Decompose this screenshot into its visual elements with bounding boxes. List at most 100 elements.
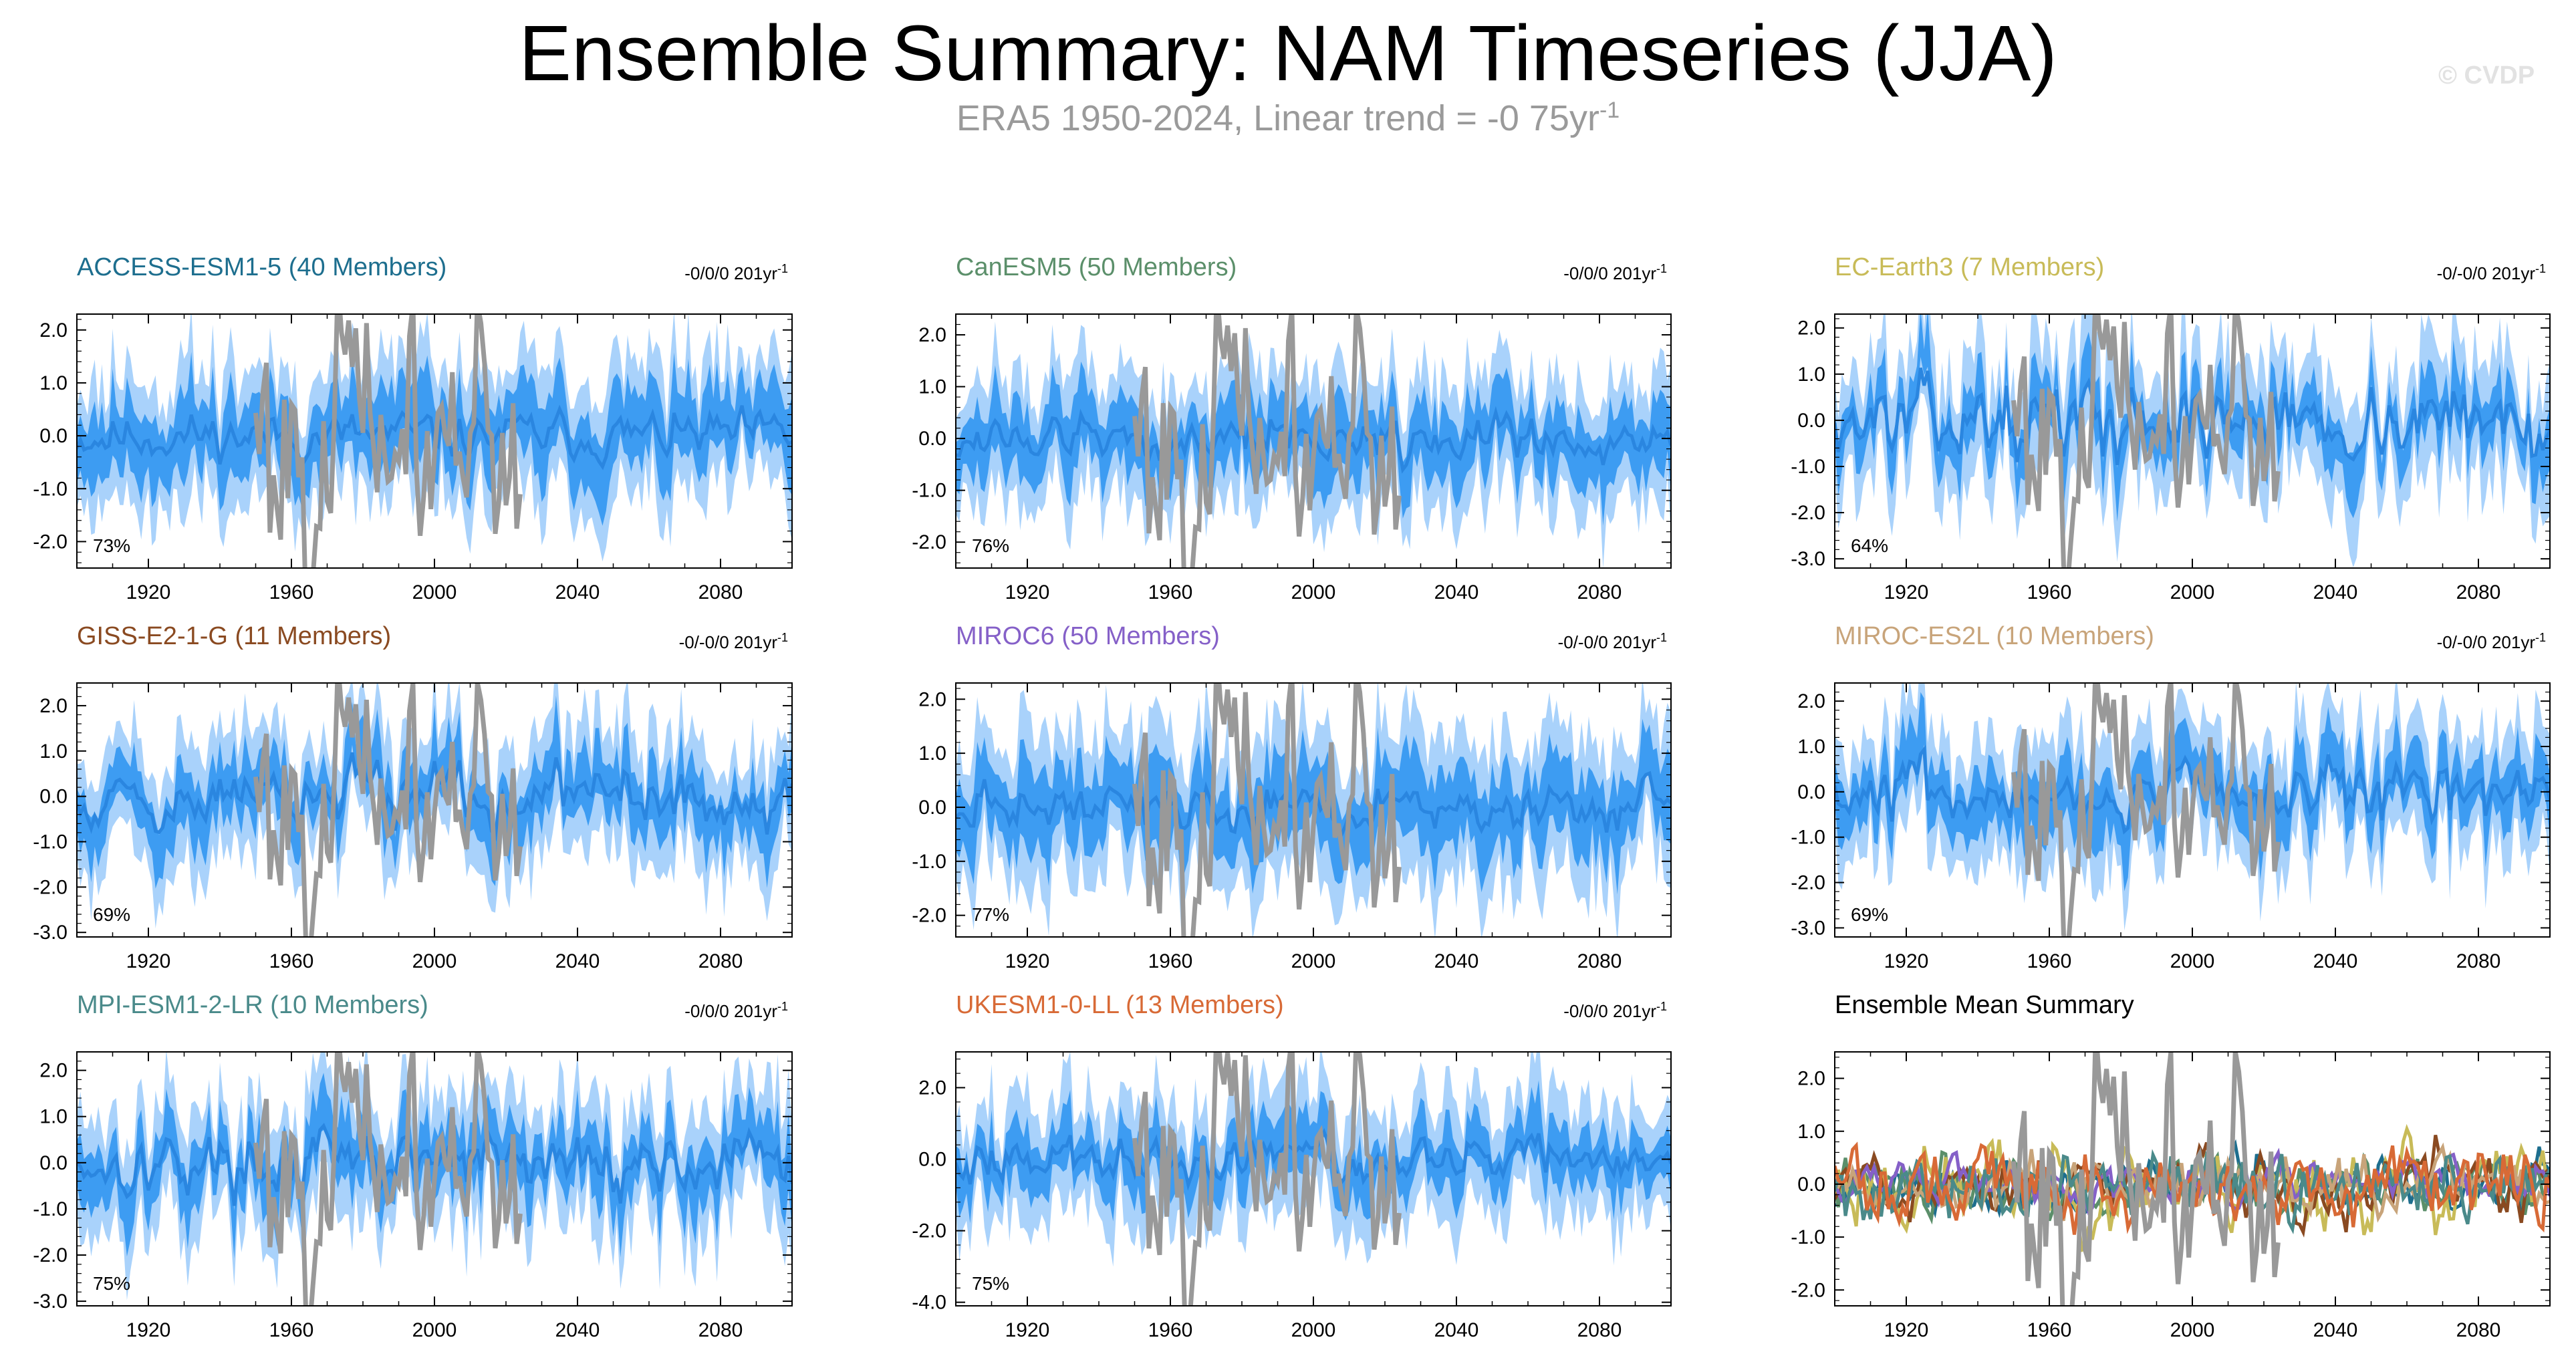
panel-percent: 75% — [972, 1273, 1009, 1294]
x-tick-label: 2000 — [412, 581, 457, 603]
x-tick-label: 2040 — [2313, 950, 2358, 972]
y-tick-label: 2.0 — [918, 324, 946, 346]
panel-trend: -0/-0/0 201yr-1 — [2437, 631, 2546, 652]
y-tick-label: 2.0 — [39, 319, 68, 341]
x-tick-label: 2000 — [1291, 950, 1336, 972]
y-tick-label: -2.0 — [33, 531, 68, 553]
panel-title: EC-Earth3 (7 Members) — [1835, 253, 2104, 281]
series-line-mpi-esm1-2-lr — [1835, 1149, 2550, 1234]
panel-trend: -0/0/0 201yr-1 — [684, 1000, 788, 1021]
x-tick-label: 2040 — [1434, 950, 1479, 972]
series-line-era5 — [2011, 683, 2281, 937]
x-tick-label: 2040 — [1434, 1319, 1479, 1341]
x-tick-label: 2000 — [1291, 1319, 1336, 1341]
plot-area — [77, 683, 792, 937]
x-tick-label: 2040 — [555, 1319, 600, 1341]
plot-area — [956, 1052, 1671, 1306]
y-tick-label: 1.0 — [39, 740, 68, 763]
x-tick-label: 2080 — [2456, 581, 2501, 603]
panel-trend-superscript: -1 — [2535, 631, 2546, 644]
x-tick-label: 1960 — [269, 950, 314, 972]
x-tick-label: 1920 — [1005, 581, 1050, 603]
panel-2: 1920 1960 2000 2040 2080 2.0 1.0 0.0 -1.0 -2.0 Can… — [912, 253, 1672, 603]
ensemble-mean-line — [956, 1127, 1671, 1191]
panel-trend-superscript: -1 — [1656, 631, 1667, 644]
page-title: Ensemble Summary: NAM Timeseries (JJA) — [519, 9, 2057, 98]
panel-title: CanESM5 (50 Members) — [956, 253, 1237, 281]
x-tick-label: 1960 — [1148, 950, 1193, 972]
x-tick-label: 2080 — [1577, 581, 1622, 603]
x-tick-label: 2040 — [2313, 581, 2358, 603]
x-tick-label: 2040 — [555, 581, 600, 603]
series-line-era5 — [253, 314, 523, 568]
panel-title: MPI-ESM1-2-LR (10 Members) — [77, 991, 428, 1019]
y-tick-label: 1.0 — [1797, 1121, 1825, 1143]
x-tick-label: 2080 — [2456, 1319, 2501, 1341]
plot-area — [1835, 683, 2550, 937]
x-tick-label: 2080 — [698, 950, 743, 972]
x-tick-label: 2080 — [698, 1319, 743, 1341]
y-tick-label: 2.0 — [1797, 690, 1825, 712]
plot-area — [956, 314, 1671, 568]
x-tick-label: 1960 — [1148, 1319, 1193, 1341]
panel-5: 1920 1960 2000 2040 2080 2.0 1.0 0.0 -1.0 -2.0 MIR… — [912, 622, 1672, 972]
panel-trend-superscript: -1 — [777, 1000, 788, 1013]
x-tick-label: 1920 — [126, 1319, 171, 1341]
y-tick-label: -2.0 — [912, 531, 946, 553]
x-tick-label: 2000 — [2170, 1319, 2215, 1341]
y-tick-label: 1.0 — [1797, 364, 1825, 386]
series-line-era5 — [253, 683, 523, 937]
y-tick-label: 0.0 — [918, 797, 946, 819]
subtitle-text: ERA5 1950-2024, Linear trend = -0 75yr — [956, 98, 1599, 138]
y-tick-label: -1.0 — [33, 478, 68, 500]
x-tick-label: 2040 — [555, 950, 600, 972]
x-tick-label: 1920 — [1005, 950, 1050, 972]
y-tick-label: 0.0 — [39, 786, 68, 808]
x-tick-label: 2080 — [698, 581, 743, 603]
panel-1: 1920 1960 2000 2040 2080 2.0 1.0 0.0 -1.0 -2.0 ACC… — [33, 253, 793, 603]
x-tick-label: 1920 — [1884, 950, 1929, 972]
x-tick-label: 2080 — [1577, 1319, 1622, 1341]
y-tick-label: -1.0 — [1791, 827, 1825, 849]
panel-title: MIROC-ES2L (10 Members) — [1835, 622, 2154, 650]
y-tick-label: 0.0 — [1797, 410, 1825, 432]
y-tick-label: -3.0 — [33, 922, 68, 944]
panel-title: GISS-E2-1-G (11 Members) — [77, 622, 391, 650]
y-tick-label: -2.0 — [33, 1244, 68, 1266]
y-tick-label: 2.0 — [39, 1060, 68, 1082]
ensemble-mean-line — [956, 771, 1671, 837]
x-tick-label: 2000 — [412, 950, 457, 972]
x-tick-label: 2000 — [1291, 581, 1336, 603]
panel-3: 1920 1960 2000 2040 2080 2.0 1.0 0.0 -1.0 -2.0 -3.… — [1791, 253, 2551, 603]
y-tick-label: -1.0 — [1791, 1226, 1825, 1248]
panel-trend: -0/-0/0 201yr-1 — [679, 631, 788, 652]
series-line-era5 — [2011, 314, 2281, 568]
watermark: © CVDP — [2438, 61, 2535, 90]
y-tick-label: -4.0 — [912, 1292, 946, 1314]
panel-trend: -0/-0/0 201yr-1 — [1558, 631, 1667, 652]
y-tick-label: 2.0 — [918, 688, 946, 710]
x-tick-label: 2000 — [2170, 581, 2215, 603]
series-line-era5 — [2011, 1052, 2281, 1306]
series-line-ukesm1-0-ll — [1835, 1141, 2550, 1235]
subtitle-superscript: -1 — [1599, 98, 1620, 123]
x-tick-label: 1920 — [1005, 1319, 1050, 1341]
x-tick-label: 1960 — [269, 1319, 314, 1341]
panel-title: ACCESS-ESM1-5 (40 Members) — [77, 253, 446, 281]
y-tick-label: 0.0 — [39, 425, 68, 447]
panel-trend: -0/0/0 201yr-1 — [1563, 1000, 1667, 1021]
x-tick-label: 1920 — [126, 950, 171, 972]
panel-percent: 77% — [972, 904, 1009, 925]
panel-percent: 75% — [93, 1273, 130, 1294]
inner-spread-band — [1835, 314, 2550, 522]
x-tick-label: 1920 — [1884, 581, 1929, 603]
y-tick-label: 2.0 — [1797, 1068, 1825, 1090]
y-tick-label: 1.0 — [39, 1106, 68, 1128]
x-tick-label: 2000 — [2170, 950, 2215, 972]
y-tick-label: -1.0 — [912, 851, 946, 873]
y-tick-label: -2.0 — [912, 1220, 946, 1242]
x-tick-label: 1960 — [269, 581, 314, 603]
y-tick-label: -2.0 — [1791, 872, 1825, 894]
panel-title: Ensemble Mean Summary — [1835, 991, 2134, 1019]
